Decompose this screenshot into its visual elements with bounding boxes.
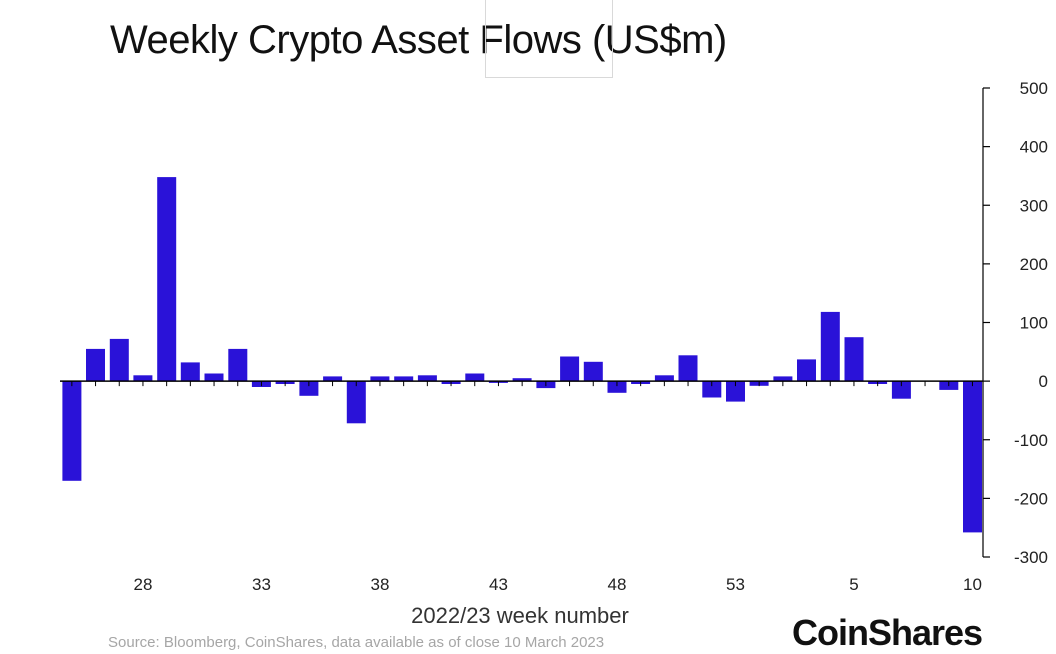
bar-week-36 (323, 376, 343, 382)
bar-week-29 (157, 177, 177, 382)
x-tick-label: 48 (607, 575, 626, 594)
x-tick-label: 33 (252, 575, 271, 594)
bar-week-40 (417, 375, 437, 382)
bar-week-25 (62, 381, 82, 481)
chart-title: Weekly Crypto Asset Flows (US$m) (110, 18, 727, 62)
title-highlight-box (485, 0, 613, 78)
bar-week-2 (773, 376, 793, 382)
bar-week-3 (797, 359, 816, 382)
x-tick-label: 5 (849, 575, 858, 594)
bar-week-51 (678, 355, 698, 382)
y-tick-label: 0 (1039, 372, 1048, 391)
bar-week-38 (370, 376, 390, 382)
x-tick-label: 28 (133, 575, 152, 594)
bar-week-32 (228, 348, 248, 382)
x-tick-label: 38 (370, 575, 389, 594)
bar-week-37 (346, 381, 366, 424)
x-axis-label: 2022/23 week number (411, 603, 629, 628)
bar-week-39 (394, 376, 414, 382)
bar-week-26 (86, 348, 105, 382)
x-tick-label: 43 (489, 575, 508, 594)
y-tick-label: -300 (1014, 548, 1048, 567)
bar-week-53 (726, 381, 745, 402)
bar-week-44 (512, 378, 532, 382)
bar-week-10 (963, 381, 982, 533)
y-tick-label: 500 (1020, 79, 1048, 98)
bar-week-42 (465, 373, 485, 382)
bar-week-7 (891, 381, 911, 399)
bar-week-35 (299, 381, 319, 396)
x-tick-label: 53 (726, 575, 745, 594)
y-tick-label: 300 (1020, 196, 1048, 215)
bar-week-30 (180, 362, 200, 382)
x-tick-label: 10 (963, 575, 982, 594)
source-note: Source: Bloomberg, CoinShares, data avai… (108, 634, 605, 651)
y-tick-label: -100 (1014, 431, 1048, 450)
bar-week-28 (133, 375, 153, 382)
bar-week-48 (607, 381, 627, 393)
coinshares-logo: CoinShares (792, 612, 983, 653)
bar-week-47 (583, 361, 603, 382)
y-tick-label: 100 (1020, 314, 1048, 333)
bar-week-50 (654, 375, 674, 382)
bar-week-5 (844, 337, 864, 382)
bar-week-46 (560, 356, 580, 382)
bar-week-52 (702, 381, 722, 398)
bar-week-4 (820, 311, 840, 382)
bar-week-27 (109, 338, 129, 382)
y-tick-label: 400 (1020, 138, 1048, 157)
bar-chart: 28 33 38 43 48 53 5 10 500 400 300 200 100 0 -100 -200 -… (60, 79, 1048, 594)
y-tick-label: -200 (1014, 489, 1048, 508)
axes-layer: 28 33 38 43 48 53 5 10 500 400 300 200 100 0 -100 -200 -… (60, 79, 1048, 594)
bar-week-31 (204, 373, 224, 382)
y-tick-label: 200 (1020, 255, 1048, 274)
bars-layer (62, 177, 982, 533)
